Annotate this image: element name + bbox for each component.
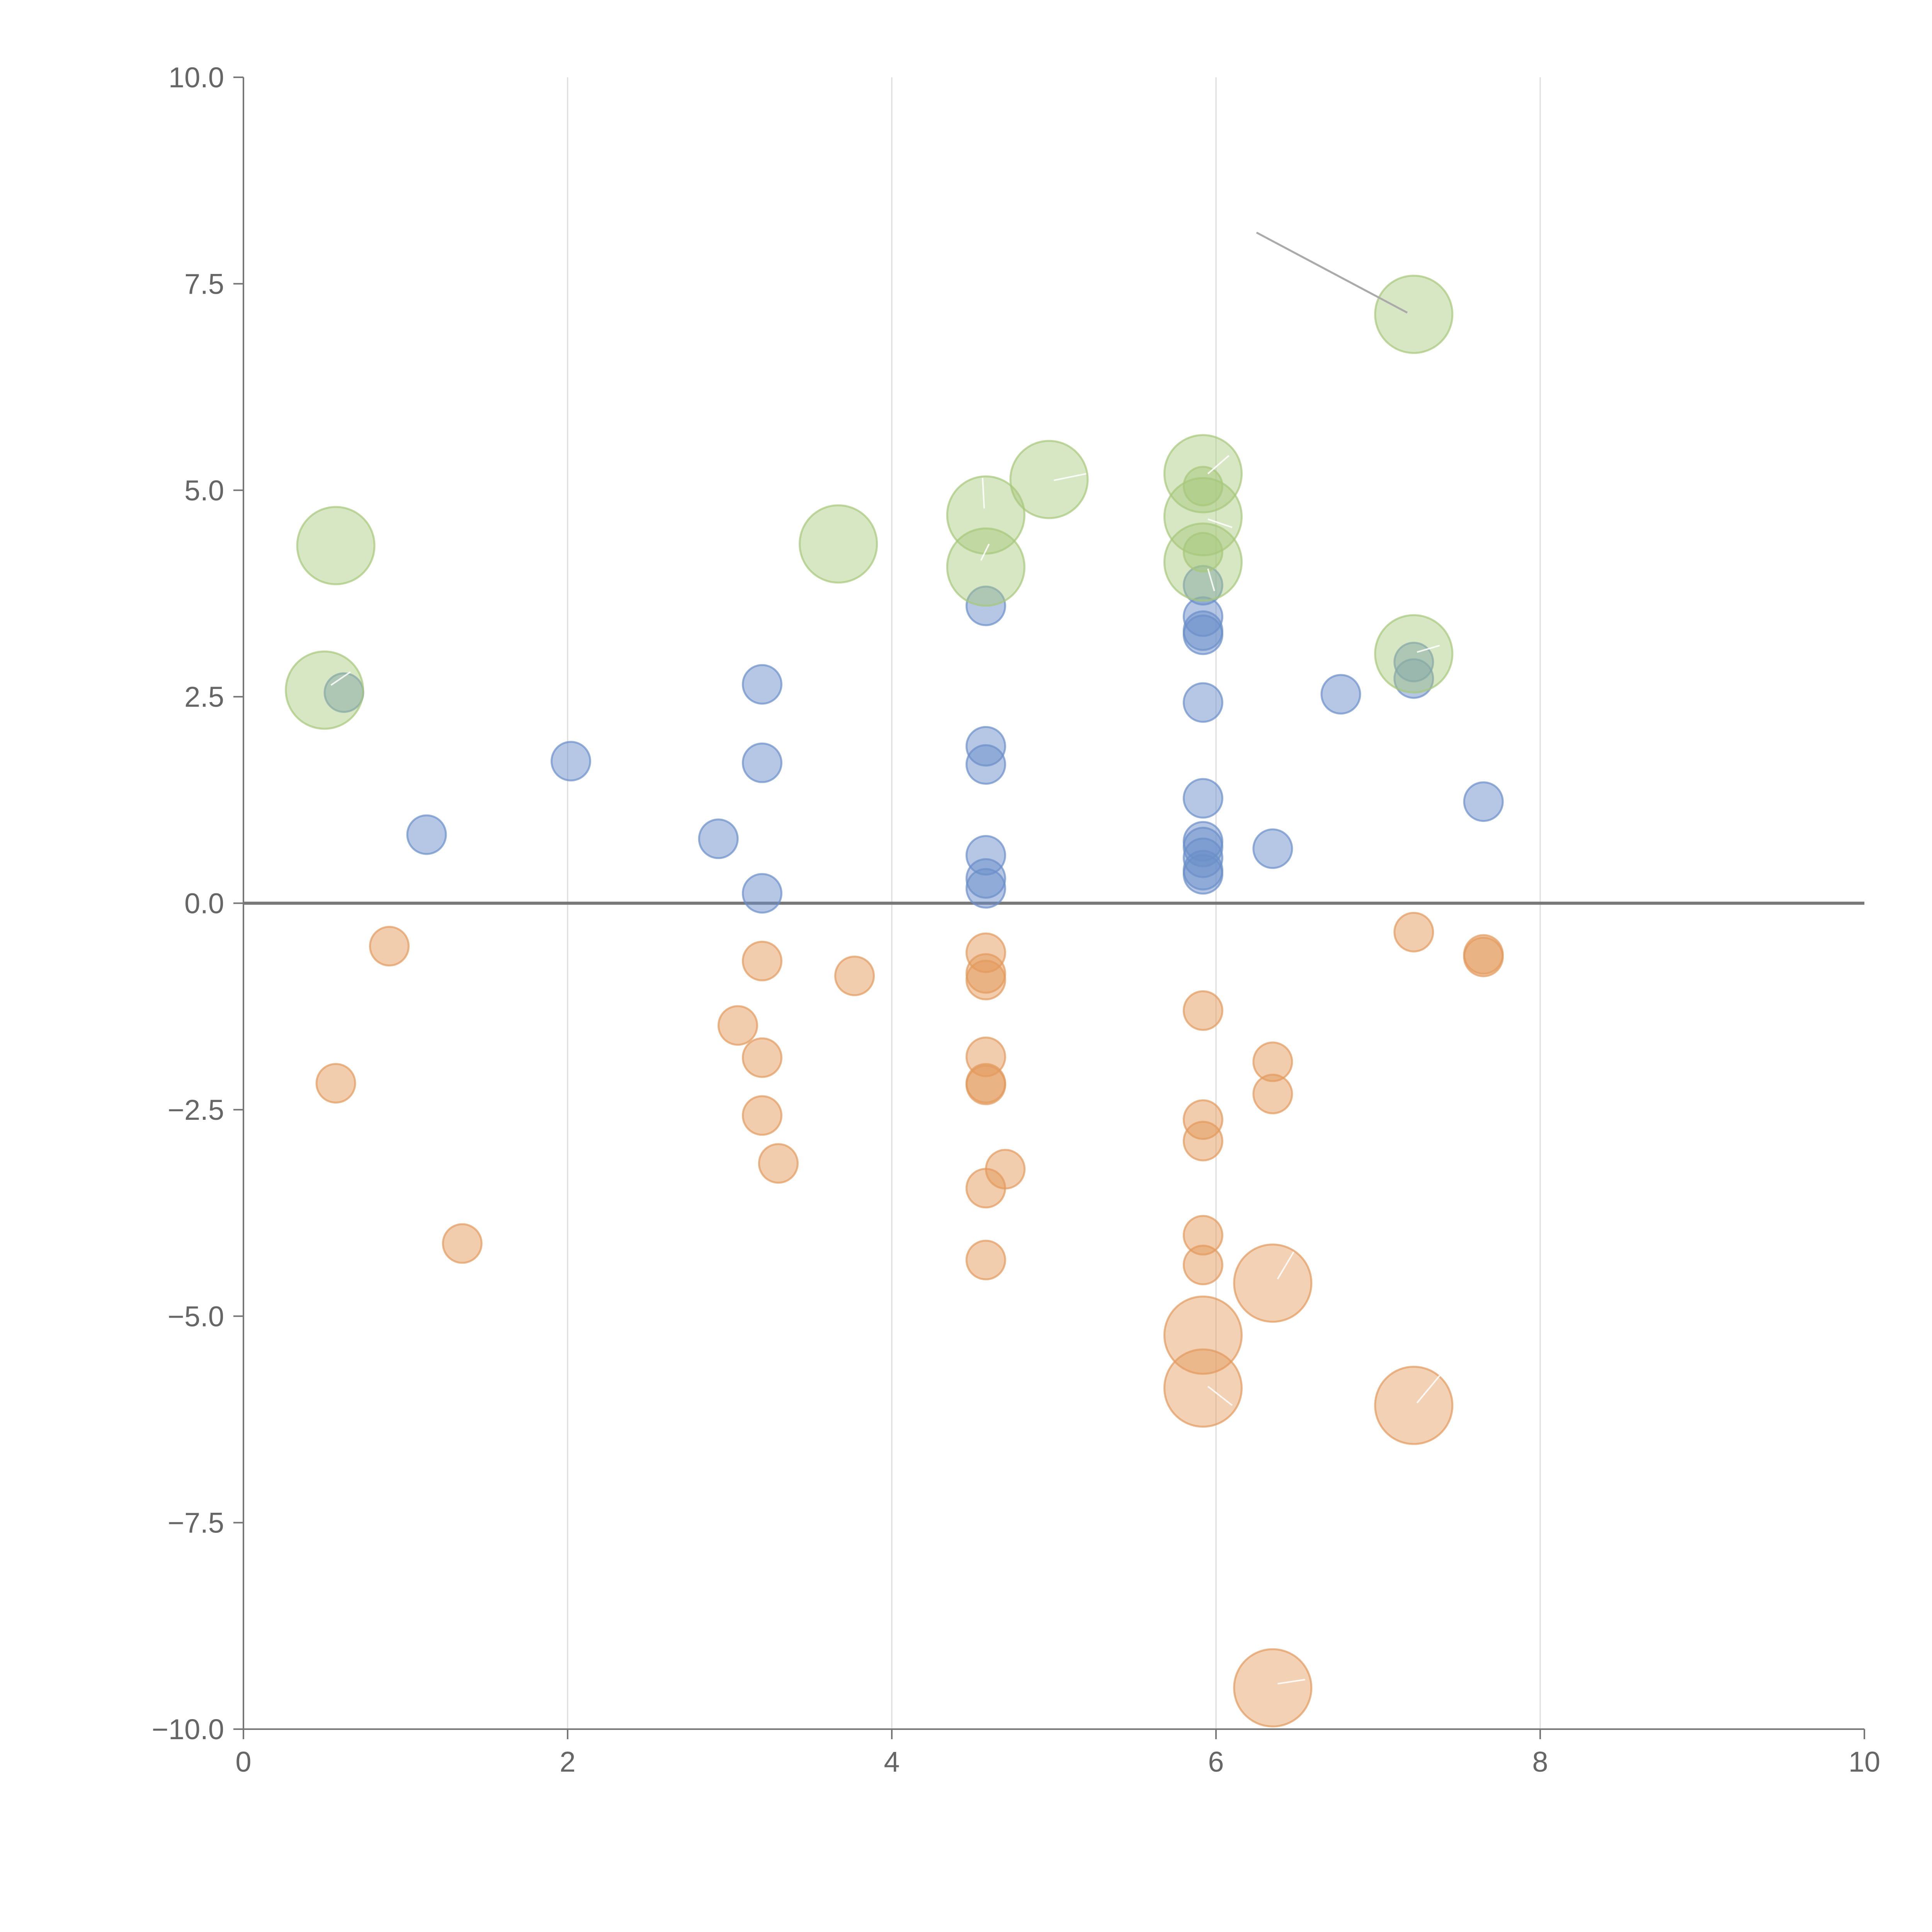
orange-large-point (1233, 1648, 1313, 1728)
blue-point (1393, 658, 1434, 699)
orange-point (965, 1065, 1006, 1105)
blue-point (1252, 828, 1293, 869)
y-tick-label: 5.0 (184, 474, 224, 507)
orange-point (717, 1005, 758, 1046)
green-large-point (1374, 274, 1454, 354)
x-tick-label: 8 (1532, 1746, 1548, 1778)
orange-point (442, 1223, 483, 1264)
leader-line (981, 478, 985, 509)
orange-point (1252, 1073, 1293, 1114)
green-small-point (1182, 466, 1223, 507)
leader-line (1277, 1679, 1306, 1685)
green-large-point (1374, 614, 1454, 694)
green-large-point (1009, 440, 1089, 519)
leader-line (1207, 568, 1215, 592)
green-large-point (946, 527, 1026, 607)
green-large-point (285, 650, 364, 730)
blue-point (406, 814, 447, 855)
x-tick-label: 10 (1849, 1746, 1880, 1778)
green-large-point (799, 504, 878, 584)
leader-line (1256, 231, 1408, 314)
orange-large-point (1233, 1243, 1313, 1323)
y-tick-label: −2.5 (168, 1094, 224, 1126)
orange-point (315, 1063, 356, 1104)
leader-layer (330, 231, 1440, 1685)
orange-point (965, 1240, 1006, 1281)
x-tick-label: 4 (884, 1746, 900, 1778)
orange-point (369, 926, 410, 967)
blue-point (1182, 854, 1223, 895)
points-layer (285, 274, 1504, 1728)
blue-point (742, 873, 782, 914)
orange-point (985, 1149, 1026, 1190)
green-small-point (1182, 532, 1223, 573)
x-tick-label: 0 (235, 1746, 251, 1778)
blue-point (1182, 778, 1223, 819)
orange-point (742, 1037, 782, 1078)
blue-point (965, 868, 1006, 909)
orange-point (742, 940, 782, 981)
blue-point (965, 744, 1006, 785)
leader-line (1054, 473, 1087, 481)
y-tick-label: −7.5 (168, 1507, 224, 1539)
x-tick-label: 6 (1208, 1746, 1224, 1778)
orange-point (742, 1095, 782, 1136)
blue-point (550, 741, 591, 782)
blue-point (1182, 682, 1223, 723)
y-tick-label: 0.0 (184, 888, 224, 920)
orange-point (1393, 912, 1434, 952)
green-large-point (296, 506, 376, 585)
leader-line (1207, 1386, 1233, 1406)
y-tick-label: 2.5 (184, 681, 224, 713)
blue-point (1182, 614, 1223, 655)
orange-point (1182, 1121, 1223, 1162)
leader-line (330, 671, 351, 686)
y-tick-label: 7.5 (184, 268, 224, 300)
orange-point (834, 956, 875, 997)
y-tick-label: −10.0 (152, 1713, 224, 1745)
leader-line (1277, 1251, 1295, 1280)
orange-point (758, 1143, 799, 1184)
blue-point (742, 664, 782, 705)
blue-point (742, 742, 782, 783)
orange-large-point (1374, 1366, 1454, 1445)
orange-point (1463, 936, 1504, 977)
blue-point (698, 818, 739, 859)
labels-layer: 0 2 4 6 8 10 −10.0 −7.5 −5.0 −2.5 0.0 2.5 5.0 7.5 10.0 (152, 61, 1880, 1778)
y-tick-label: −5.0 (168, 1300, 224, 1332)
leader-line (1417, 645, 1440, 653)
blue-point (1320, 674, 1361, 715)
x-tick-label: 2 (560, 1746, 575, 1778)
blue-point (1463, 781, 1504, 822)
orange-large-point (1163, 1348, 1243, 1428)
leader-line (1207, 455, 1230, 474)
leader-line (1208, 518, 1233, 528)
orange-point (1182, 990, 1223, 1031)
orange-point (965, 959, 1006, 1000)
leader-line (1416, 1375, 1440, 1403)
leader-line (980, 543, 990, 561)
axes-layer (233, 77, 1865, 1739)
orange-point (1182, 1245, 1223, 1286)
y-tick-label: 10.0 (168, 61, 224, 94)
